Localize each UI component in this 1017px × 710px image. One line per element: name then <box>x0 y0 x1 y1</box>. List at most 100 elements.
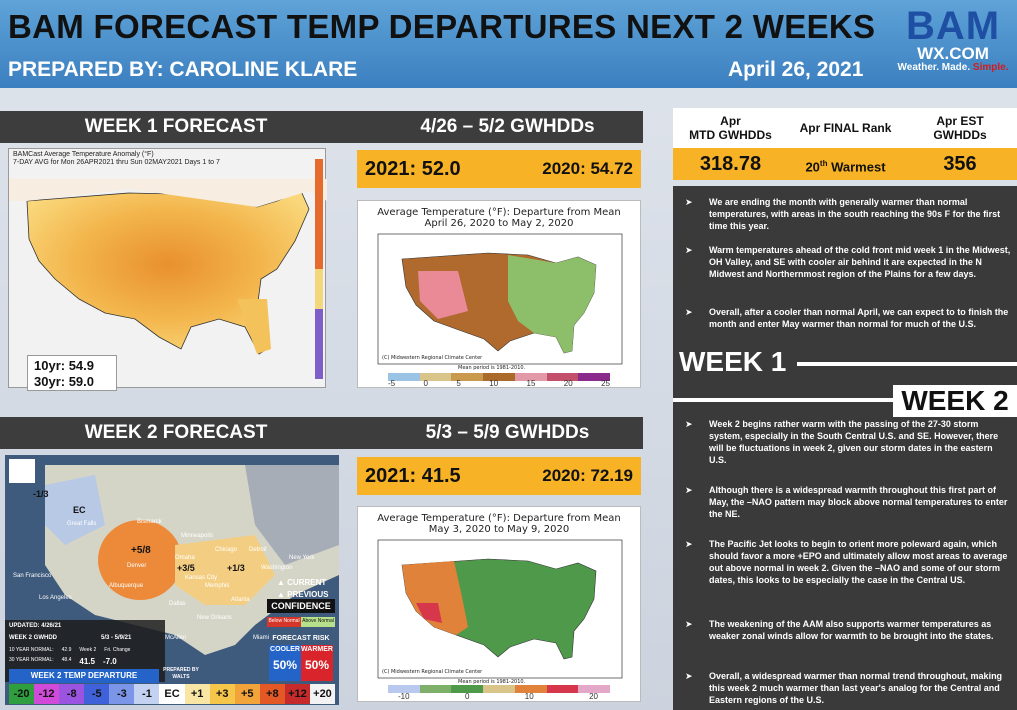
week1-map-title: BAMCast Average Temperature Anomaly (°F)… <box>13 151 220 167</box>
row1-v1: 42.9 <box>61 647 72 653</box>
week2-scale-label: 10 <box>524 692 534 701</box>
week1-canada-area <box>9 179 327 207</box>
city-label: New York <box>289 555 315 561</box>
logo-bam: BAM <box>905 4 1001 48</box>
city-label: Minneapolis <box>181 533 213 539</box>
rank-number: 20 <box>805 159 820 175</box>
week2-bullet: Although there is a widespread warmth th… <box>681 484 1011 520</box>
page-title: BAM FORECAST TEMP DEPARTURES NEXT 2 WEEK… <box>8 8 876 45</box>
week2-gwhdd-title: 5/3 – 5/9 GWHDDs <box>425 422 590 443</box>
week2-conf-above: Above Normal <box>302 618 334 624</box>
week2-label: WEEK 2 <box>893 385 1017 417</box>
week1-us-outline <box>26 190 310 355</box>
week2-contour-warm-east <box>175 535 275 605</box>
week1-analog-scale <box>388 373 611 381</box>
week1-scale-cool <box>315 309 323 379</box>
week1-2020-value: 2020: 54.72 <box>542 159 633 178</box>
legend-cell: -5 <box>84 684 110 704</box>
week2-analog-mean: Mean period is 1981-2010. <box>458 679 526 685</box>
page-subtitle: PREPARED BY: CAROLINE KLARE <box>8 58 358 81</box>
week1-normals-box: 10yr: 54.9 30yr: 59.0 <box>27 355 117 391</box>
week2-confidence-label: CONFIDENCE <box>271 601 331 611</box>
legend-current: CURRENT <box>287 578 327 587</box>
page-date: April 26, 2021 <box>728 58 864 81</box>
week1-2021-value: 2021: 52.0 <box>365 158 461 180</box>
week2-warmer-label: WARMER <box>301 646 333 653</box>
week2-warmer-pct: 50% <box>304 658 330 672</box>
city-label: Washington <box>261 565 292 571</box>
week1-gwhdd-title: 4/26 – 5/2 GWHDDs <box>420 116 595 137</box>
week2-analog-title-2: May 3, 2020 to May 9, 2020 <box>428 524 570 535</box>
legend-cell: +12 <box>284 684 310 704</box>
week2-scale-label: -10 <box>398 692 410 701</box>
week1-scale-label: 15 <box>526 379 536 388</box>
week2-analog-title: Average Temperature (°F): Departure from… <box>358 513 640 535</box>
logo-wx: WX.COM <box>917 44 989 63</box>
week2-analog-scale-labels: -10 0 10 20 <box>398 692 598 701</box>
logo-tagline-1: Weather. Made. <box>897 62 973 73</box>
week2-contour-ec-ne <box>245 465 339 565</box>
legend-cell: +8 <box>259 684 285 704</box>
rank-text: Warmest <box>827 159 886 175</box>
week2-conf-above-bg <box>301 617 335 627</box>
week2-bullet: Overall, a widespread warmer than normal… <box>681 670 1011 706</box>
week1-bullet: We are ending the month with generally w… <box>681 196 1011 232</box>
week1-normal-10yr: 10yr: 54.9 <box>34 358 94 373</box>
legend-cell: +5 <box>234 684 260 704</box>
week1-scale-label: -5 <box>388 379 396 388</box>
week1-analog-map: Average Temperature (°F): Departure from… <box>357 200 641 388</box>
week1-analog-mean: Mean period is 1981-2010. <box>458 365 526 371</box>
week1-scale-label: 20 <box>563 379 573 388</box>
row2-label: 30 YEAR NORMAL: <box>9 657 54 663</box>
week2-analog-scale <box>388 685 611 693</box>
legend-cell: EC <box>159 684 185 704</box>
rank-suffix: th <box>819 159 828 168</box>
week2-contour-label-2: EC <box>73 505 86 515</box>
city-label: San Francisco <box>13 573 52 579</box>
april-summary-values: 318.78 20th Warmest 356 <box>673 148 1017 180</box>
city-label: Albuquerque <box>109 583 144 589</box>
legend-cell: +1 <box>184 684 210 704</box>
week2-cooler-pct: 50% <box>272 658 298 672</box>
week1-gwhdd-compare: 2021: 52.0 2020: 54.72 <box>357 150 641 188</box>
logo-tagline-2: Simple. <box>972 62 1009 73</box>
week1-divider <box>797 362 1017 366</box>
legend-cell: -3 <box>109 684 135 704</box>
week2-cooler-label: COOLER <box>270 646 300 653</box>
week1-scale-label: 25 <box>601 379 610 388</box>
city-label: Detroit <box>249 547 267 553</box>
week2-divider <box>673 398 893 402</box>
week2-contour-label-3: +5/8 <box>131 545 151 556</box>
week2-departure-legend: -20 -12 -8 -5 -3 -1 EC +1 +3 +5 +8 +12 +… <box>9 684 336 704</box>
legend-previous: PREVIOUS <box>287 590 329 599</box>
val-final-rank: 20th Warmest <box>788 148 903 180</box>
week1-analog-title-2: April 26, 2020 to May 2, 2020 <box>424 218 574 229</box>
week2-gwhdd-label: WEEK 2 GWHDD <box>9 635 57 641</box>
week1-normal-30yr: 30yr: 59.0 <box>34 374 94 389</box>
header-banner: BAM FORECAST TEMP DEPARTURES NEXT 2 WEEK… <box>0 0 1017 88</box>
week1-scale-warm <box>315 159 323 269</box>
week1-scale-label: 10 <box>489 379 499 388</box>
week2-analog-credit: (C) Midwestern Regional Climate Center <box>382 669 483 675</box>
row2-v1: 48.4 <box>61 657 72 663</box>
city-label: Omaha <box>175 555 195 561</box>
week1-map-title-2: 7-DAY AVG for Mon 26APR2021 thru Sun 02M… <box>13 159 220 166</box>
week2-contour-cool-nw <box>45 475 105 545</box>
legend-cell: +20 <box>309 684 336 704</box>
week2-contour-label-1: -1/3 <box>33 489 49 499</box>
week2-forecast-title: WEEK 2 FORECAST <box>84 422 268 443</box>
week2-confidence-bg <box>267 599 335 613</box>
week2-warmer-bg <box>301 645 333 681</box>
week2-cooler-bg <box>269 645 301 681</box>
city-label: Bismarck <box>137 519 163 525</box>
week1-analog-title: Average Temperature (°F): Departure from… <box>358 207 640 229</box>
week2-gwhdd-bar: 5/3 – 5/9 GWHDDs <box>352 417 643 449</box>
logo-tagline: Weather. Made. Simple. <box>893 62 1013 74</box>
hdr-final-rank: Apr FINAL Rank <box>799 121 892 135</box>
week2-gwhdd-compare: 2021: 41.5 2020: 72.19 <box>357 457 641 495</box>
week2-bullet: Week 2 begins rather warm with the passi… <box>681 418 1011 466</box>
week1-map-title-1: BAMCast Average Temperature Anomaly (°F) <box>13 151 154 158</box>
week1-scale-label: 5 <box>456 379 461 388</box>
week2-analog-sw-hot <box>416 603 442 623</box>
week2-city-labels: Great Falls Bismarck Minneapolis Chicago… <box>13 519 315 641</box>
